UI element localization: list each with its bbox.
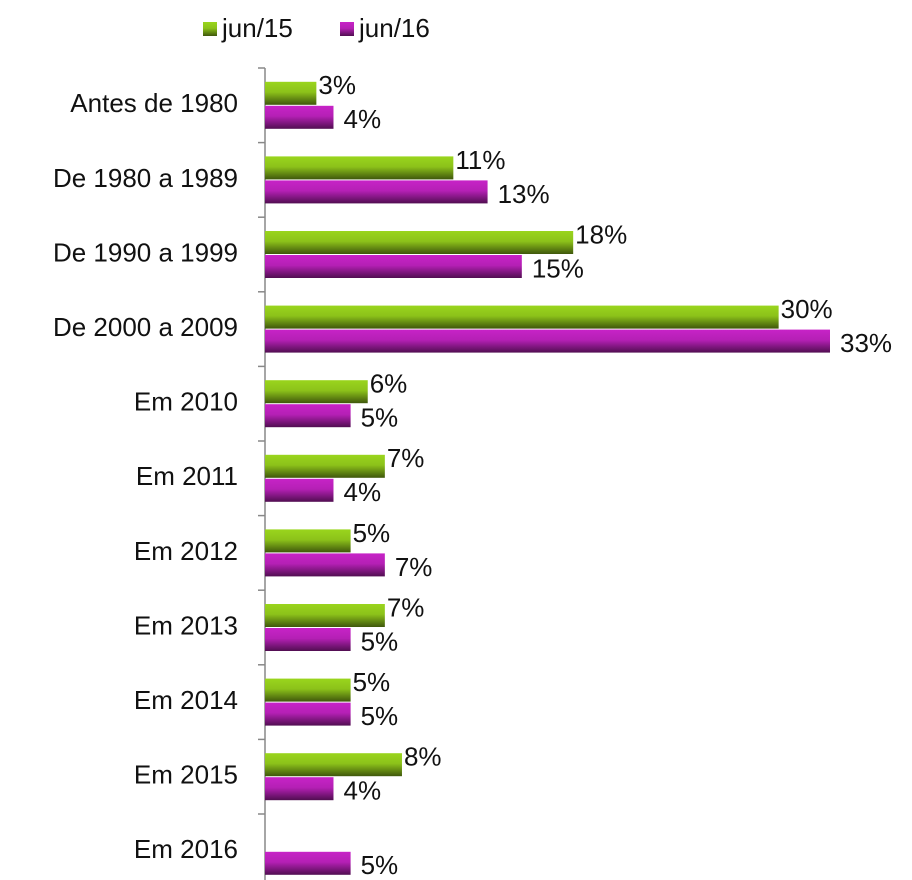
value-label: 33% (840, 328, 892, 358)
bar (265, 851, 351, 875)
y-tick-label: De 1980 a 1989 (53, 163, 238, 193)
bar (265, 628, 351, 651)
value-label: 11% (455, 145, 505, 175)
y-tick-label: Em 2016 (134, 834, 238, 864)
value-label: 13% (498, 179, 550, 209)
legend-label: jun/16 (358, 13, 430, 43)
bar (265, 156, 454, 180)
bar (265, 753, 402, 777)
value-label: 6% (370, 369, 408, 399)
bar (265, 553, 385, 577)
value-label: 7% (395, 552, 433, 582)
value-label: 5% (361, 403, 399, 433)
value-label: 4% (343, 477, 381, 507)
bar (265, 105, 334, 129)
bar (265, 478, 334, 502)
bar (265, 180, 488, 204)
bar (265, 380, 368, 404)
value-label: 7% (387, 443, 425, 473)
value-label: 5% (361, 701, 399, 731)
value-label: 5% (353, 518, 391, 548)
value-label: 4% (343, 776, 381, 806)
bar (265, 329, 830, 353)
legend-swatch (203, 22, 217, 36)
y-tick-label: Em 2014 (134, 685, 238, 715)
y-tick-label: Em 2010 (134, 387, 238, 417)
bar (265, 255, 522, 278)
value-label: 5% (361, 850, 399, 880)
y-tick-label: Em 2012 (134, 536, 238, 566)
value-label: 18% (575, 219, 627, 249)
y-tick-label: De 1990 a 1999 (53, 237, 238, 267)
y-tick-label: Em 2013 (134, 610, 238, 640)
value-label: 5% (353, 667, 391, 697)
bar (265, 231, 574, 254)
bar (265, 404, 351, 428)
bar (265, 81, 317, 105)
value-label: 7% (387, 592, 425, 622)
value-label: 8% (404, 742, 442, 772)
y-tick-label: Em 2011 (136, 461, 238, 491)
value-label: 4% (343, 104, 381, 134)
bar (265, 604, 385, 627)
value-label: 30% (781, 294, 833, 324)
legend-label: jun/15 (221, 13, 293, 43)
y-tick-label: Antes de 1980 (70, 88, 238, 118)
y-tick-label: Em 2015 (134, 760, 238, 790)
value-label: 3% (318, 70, 356, 100)
value-label: 5% (361, 626, 399, 656)
bar (265, 702, 351, 726)
y-tick-label: De 2000 a 2009 (53, 312, 238, 342)
bar (265, 529, 351, 553)
legend-swatch (340, 22, 354, 36)
value-label: 15% (532, 253, 584, 283)
bar (265, 777, 334, 801)
bar (265, 454, 385, 478)
bar (265, 305, 779, 329)
bar (265, 678, 351, 702)
